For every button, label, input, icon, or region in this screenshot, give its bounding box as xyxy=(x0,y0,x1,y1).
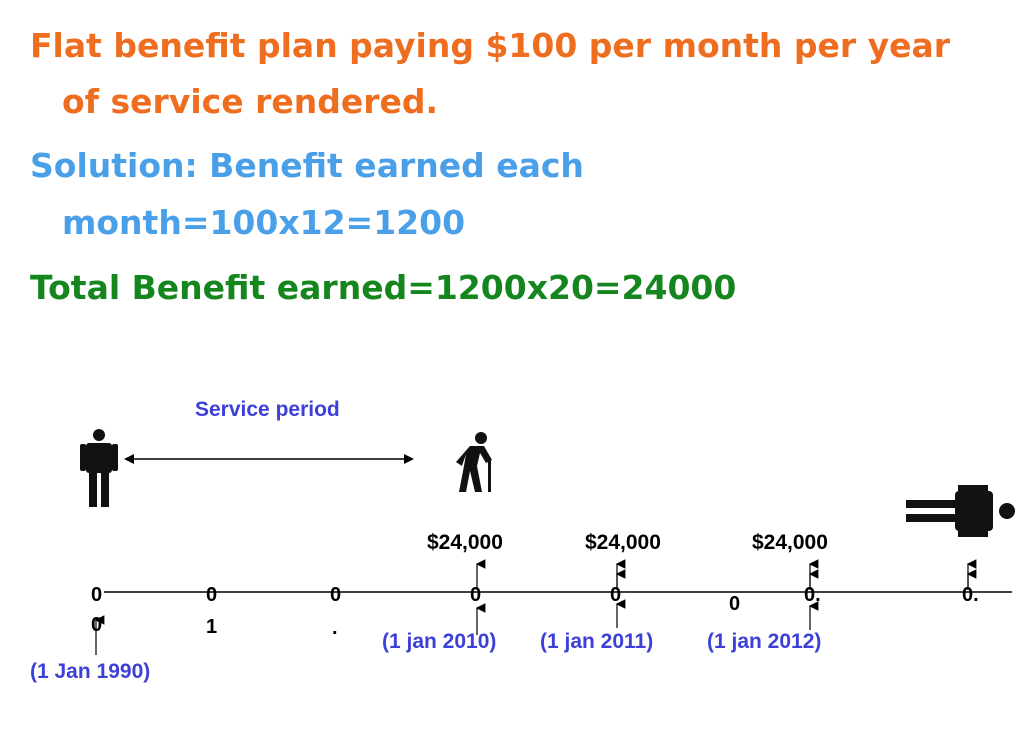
lying-person-icon xyxy=(906,485,1015,537)
date-label-2011: (1 jan 2011) xyxy=(540,630,654,653)
tick-label: . xyxy=(332,617,338,639)
date-label-start: (1 Jan 1990) xyxy=(30,660,151,683)
tick-label: 0 xyxy=(729,593,741,615)
tick-label: 0. xyxy=(804,584,821,606)
date-label-2012: (1 jan 2012) xyxy=(707,630,822,653)
date-label-2010: (1 jan 2010) xyxy=(382,630,497,653)
standing-person-icon xyxy=(80,429,118,507)
tick-label: 0 xyxy=(206,584,218,606)
tick-label: 0 xyxy=(91,584,103,606)
solution-line-2: month=100x12=1200 xyxy=(62,203,466,242)
tick-label: 1 xyxy=(206,616,218,638)
amount-label-2011: $24,000 xyxy=(585,531,661,554)
amount-label-2010: $24,000 xyxy=(427,531,503,554)
elderly-person-with-cane-icon xyxy=(456,432,492,492)
solution-line-1: Solution: Benefit earned each xyxy=(30,146,584,185)
tick-label: 0. xyxy=(962,584,979,606)
tick-label: 0 xyxy=(610,584,622,606)
total-benefit-line: Total Benefit earned=1200x20=24000 xyxy=(30,268,737,307)
service-period-arrow xyxy=(124,454,414,464)
tick-label: 0 xyxy=(470,584,482,606)
amount-label-2012: $24,000 xyxy=(752,531,828,554)
problem-line-2: of service rendered. xyxy=(62,82,439,121)
service-period-label: Service period xyxy=(195,398,340,421)
tick-label: 0 xyxy=(330,584,342,606)
problem-line-1: Flat benefit plan paying $100 per month … xyxy=(30,26,951,65)
tick-label: 0 xyxy=(91,614,103,636)
